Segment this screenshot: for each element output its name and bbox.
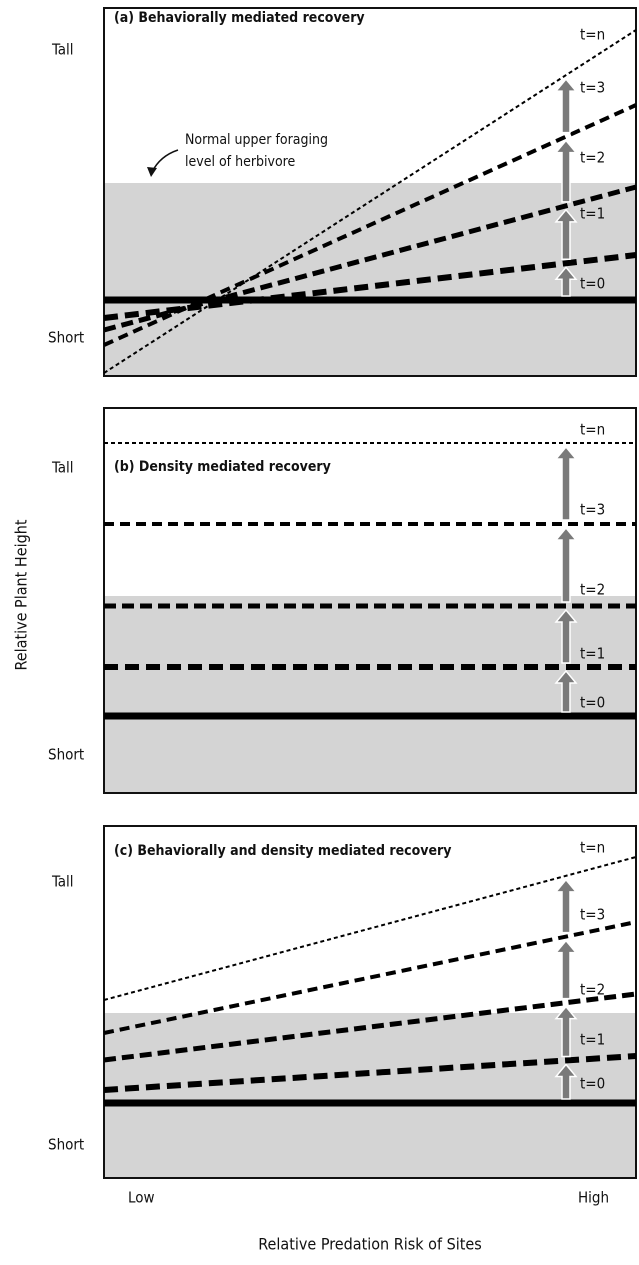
- time-label: t=n: [580, 26, 605, 44]
- dashed-line: [103, 103, 637, 347]
- gray-zone: [104, 183, 636, 376]
- gray-zone: [104, 596, 636, 793]
- time-label: t=0: [580, 1075, 605, 1093]
- x-axis-label: Relative Predation Risk of Sites: [258, 1235, 481, 1254]
- time-label: t=3: [580, 906, 605, 924]
- time-label: t=n: [580, 839, 605, 857]
- growth-arrow: [554, 526, 578, 603]
- short-label: Short: [48, 329, 84, 347]
- x-high-label: High: [578, 1189, 609, 1207]
- tall-label: Tall: [51, 41, 74, 59]
- panel-title: (a) Behaviorally mediated recovery: [114, 10, 365, 26]
- short-label: Short: [48, 746, 84, 764]
- annotation-arrowhead: [147, 167, 157, 177]
- annotation: Normal upper foraging: [185, 132, 328, 148]
- time-label: t=1: [580, 645, 605, 663]
- short-label: Short: [48, 1136, 84, 1154]
- time-label: t=0: [580, 694, 605, 712]
- time-label: t=n: [580, 421, 605, 439]
- time-label: t=2: [580, 149, 605, 167]
- growth-arrow: [554, 266, 578, 297]
- growth-arrow: [554, 669, 578, 713]
- growth-arrow: [554, 139, 578, 203]
- time-label: t=1: [580, 205, 605, 223]
- gray-zone: [104, 1013, 636, 1178]
- time-label: t=0: [580, 275, 605, 293]
- x-low-label: Low: [128, 1189, 155, 1207]
- growth-arrow: [554, 1063, 578, 1100]
- y-axis-label: Relative Plant Height: [12, 519, 31, 670]
- time-label: t=3: [580, 79, 605, 97]
- panel-title: (c) Behaviorally and density mediated re…: [114, 843, 451, 859]
- dashed-line: [103, 1053, 637, 1093]
- growth-arrow: [554, 1005, 578, 1058]
- time-label: t=1: [580, 1031, 605, 1049]
- annotation: level of herbivore: [185, 154, 296, 170]
- panel-frame: [103, 7, 637, 377]
- panel-title: (b) Density mediated recovery: [114, 459, 331, 475]
- dashed-line: [103, 920, 637, 1035]
- panel-frame: [103, 825, 637, 1179]
- panel-frame: [103, 407, 637, 794]
- growth-arrow: [554, 939, 578, 1000]
- tall-label: Tall: [51, 873, 74, 891]
- tall-label: Tall: [51, 459, 74, 477]
- time-label: t=3: [580, 501, 605, 519]
- growth-arrow: [554, 878, 578, 934]
- time-label: t=2: [580, 981, 605, 999]
- growth-arrow: [554, 208, 578, 261]
- time-label: t=2: [580, 581, 605, 599]
- dotted-line: [103, 29, 637, 374]
- growth-arrow: [554, 77, 578, 134]
- growth-arrow: [554, 608, 578, 664]
- growth-arrow: [554, 445, 578, 521]
- dotted-line: [103, 856, 637, 1001]
